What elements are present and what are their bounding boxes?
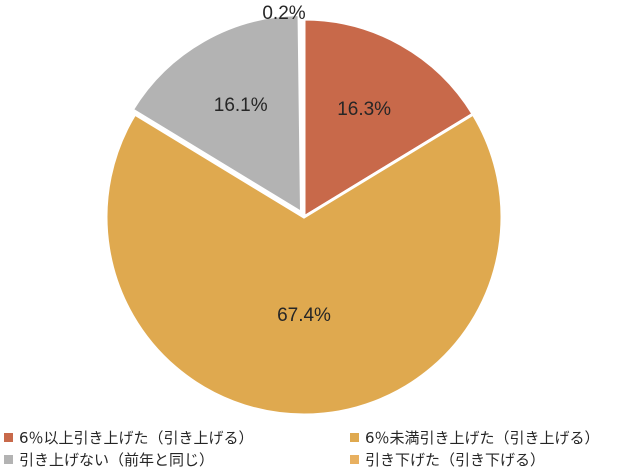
slice-data-label: 16.3% <box>337 99 391 120</box>
pie-slice <box>104 112 504 417</box>
legend-label: 6％以上引き上げた（引き上げる） <box>19 428 254 447</box>
pie-slice <box>130 13 304 216</box>
slice-data-label: 0.2% <box>262 3 305 24</box>
legend-swatch <box>350 432 359 442</box>
legend-row-2: 引き上げない（前年と同じ） 引き下げた（引き下げる） <box>4 448 640 470</box>
slice-data-label: 16.1% <box>214 95 268 116</box>
pie-slices <box>104 13 504 417</box>
legend-label: 6％未満引き上げた（引き上げる） <box>365 428 600 447</box>
legend-label: 引き上げない（前年と同じ） <box>19 450 215 469</box>
legend-swatch <box>350 454 359 464</box>
legend-swatch <box>4 432 13 442</box>
legend-label: 引き下げた（引き下げる） <box>365 450 546 469</box>
pie-slice <box>302 17 476 220</box>
legend-item-lowered: 引き下げた（引き下げる） <box>350 449 545 470</box>
legend-swatch <box>4 454 13 464</box>
slice-data-label: 67.4% <box>277 305 331 326</box>
legend-item-6pct-or-more: 6％以上引き上げた（引き上げる） <box>4 427 350 448</box>
pie-slice <box>299 17 306 218</box>
legend: 6％以上引き上げた（引き上げる） 6％未満引き上げた（引き上げる） 引き上げない… <box>4 426 640 470</box>
legend-row-1: 6％以上引き上げた（引き上げる） 6％未満引き上げた（引き上げる） <box>4 426 640 448</box>
legend-item-under-6pct: 6％未満引き上げた（引き上げる） <box>350 427 600 448</box>
legend-item-no-raise: 引き上げない（前年と同じ） <box>4 449 350 470</box>
slice-labels: 16.3% 67.4% 16.1% 0.2% <box>214 3 391 326</box>
